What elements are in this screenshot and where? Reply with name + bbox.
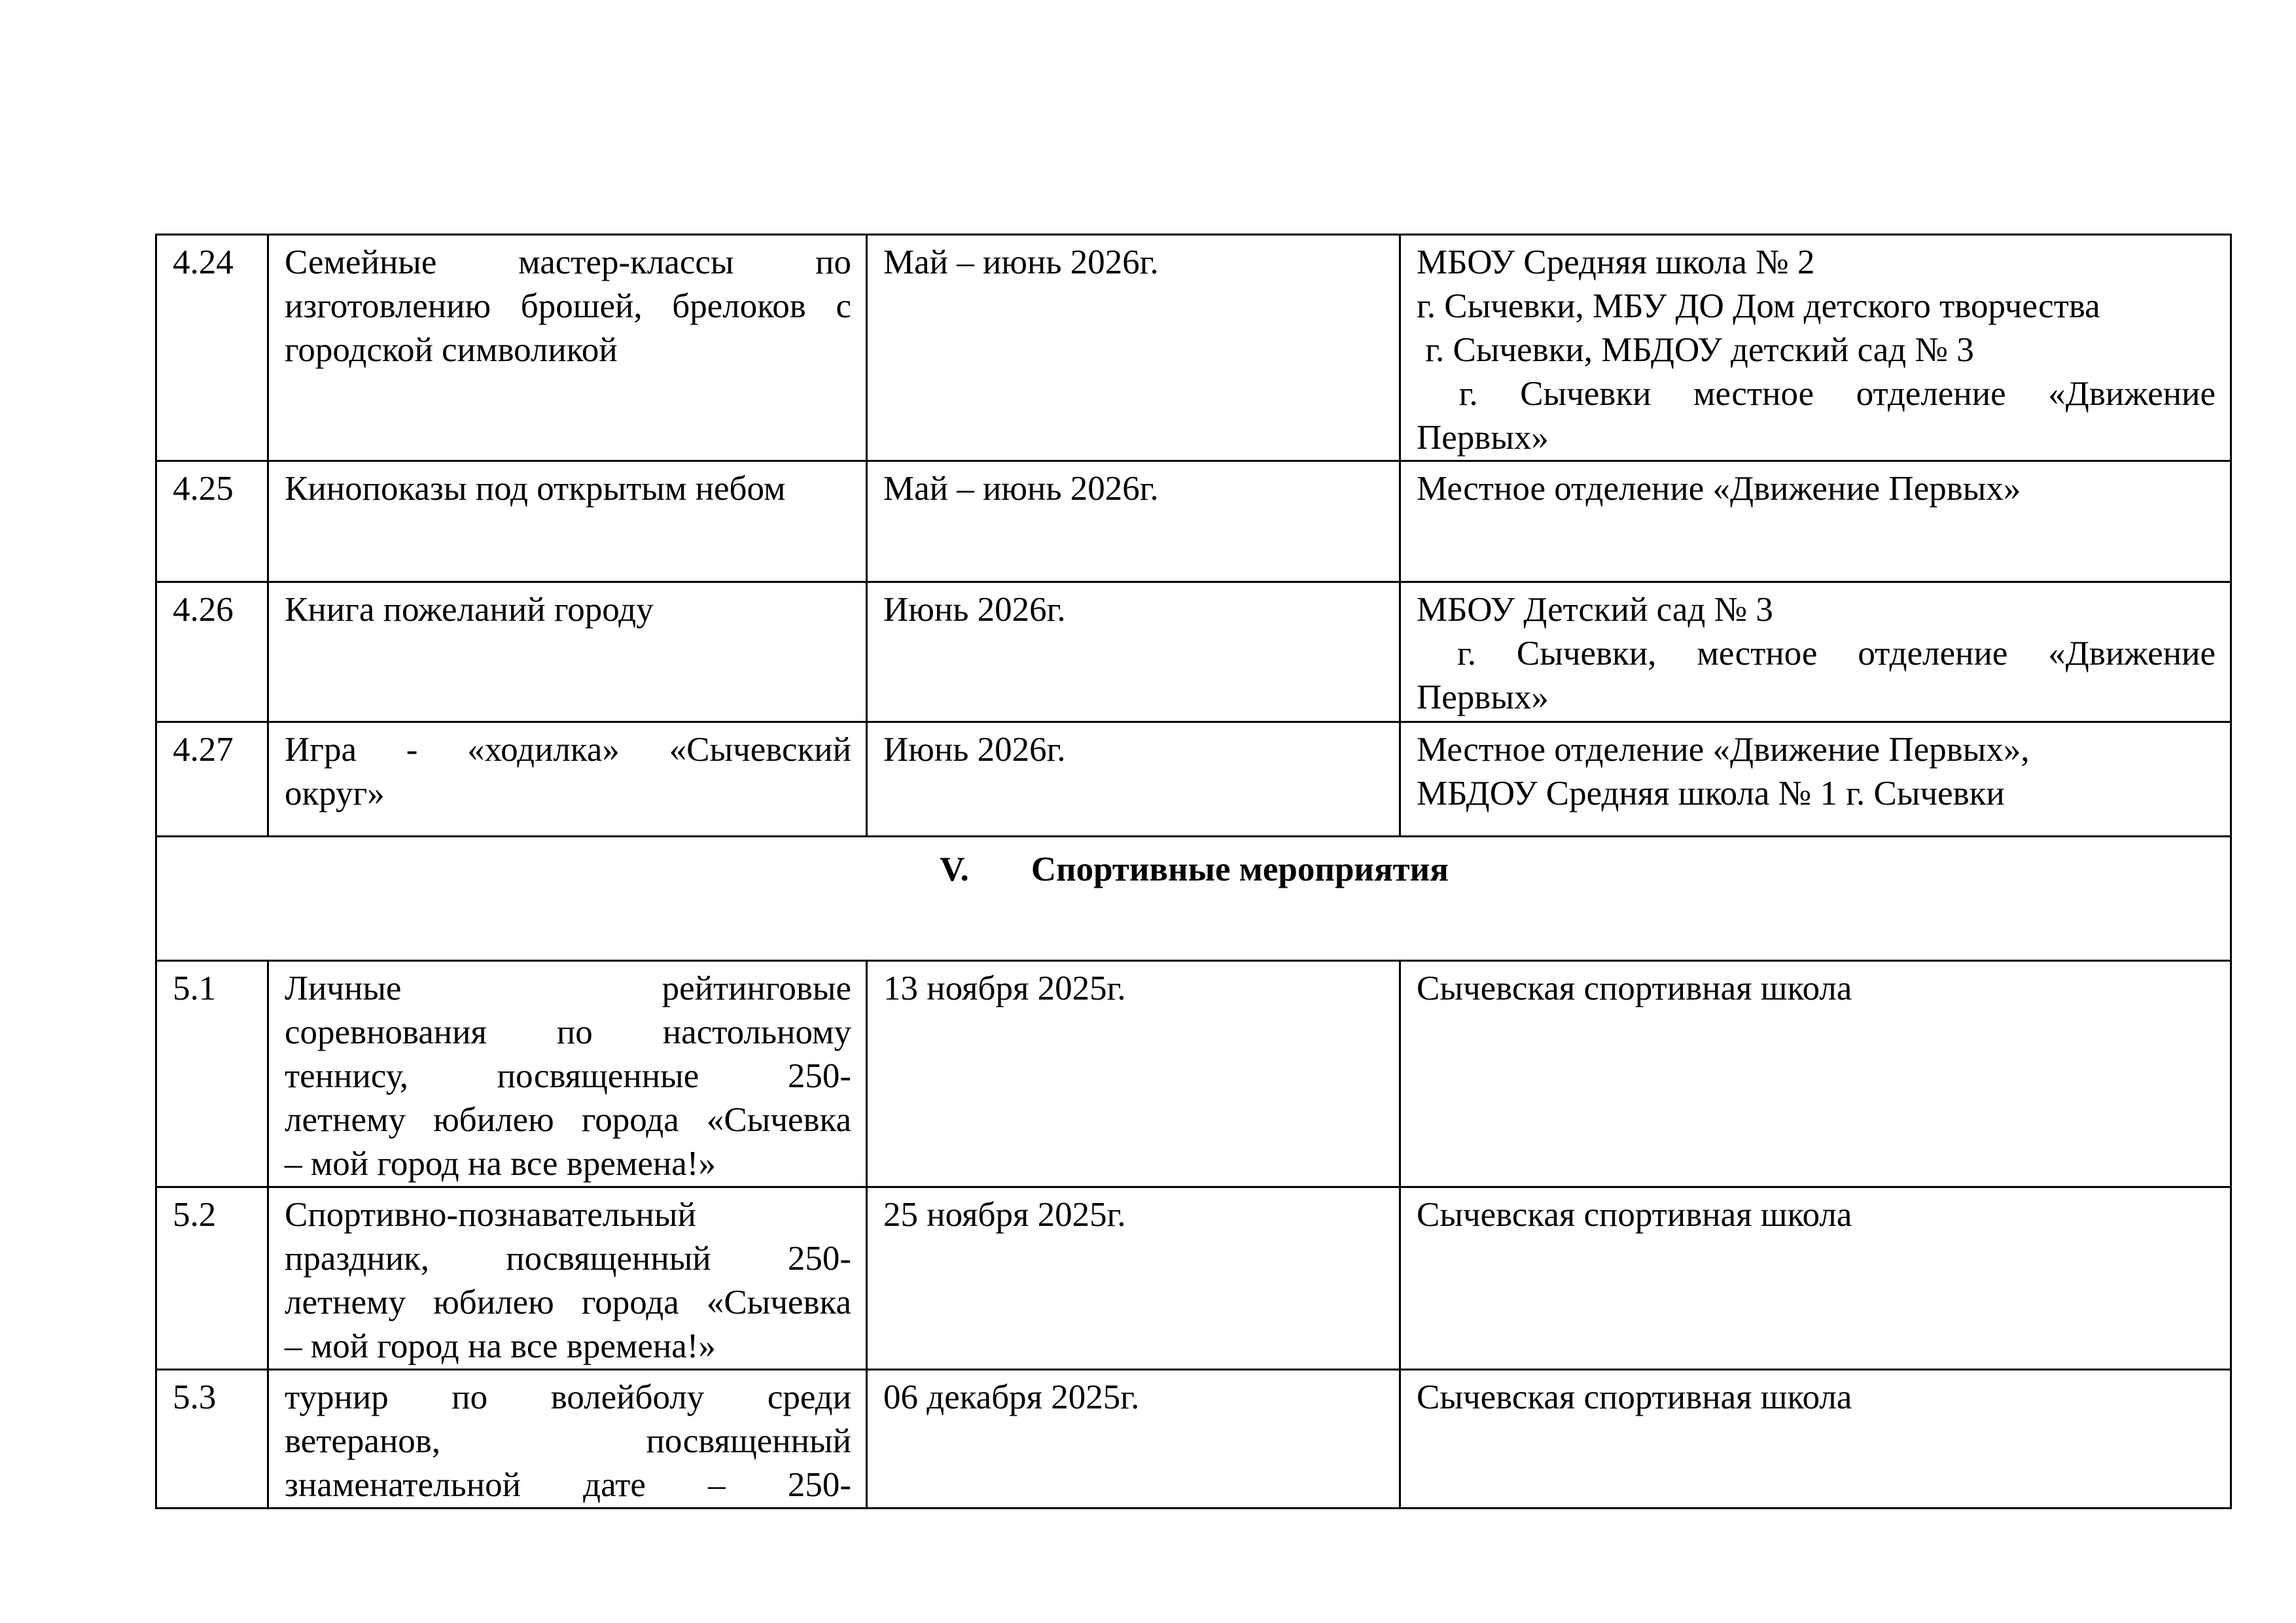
text-line: МБОУ Средняя школа № 2 [1417, 243, 1815, 281]
row-number: 5.3 [173, 1378, 217, 1416]
text-line: г. Сычевки местное отделение «Движение [1417, 375, 2216, 413]
text-line: городской символикой [285, 331, 618, 369]
cell-date: Июнь 2026г. [866, 581, 1401, 723]
text-line: МБДОУ Средняя школа № 1 г. Сычевки [1417, 775, 2005, 812]
section-row: V. Спортивные мероприятия [155, 835, 2232, 962]
cell-organization: Сычевская спортивная школа [1399, 1369, 2232, 1509]
cell-event: турнир по волейболу среди ветеранов, посв… [267, 1369, 868, 1509]
row-number: 4.25 [173, 470, 234, 508]
table-row: 5.2 Спортивно-познавательный праздник, пос… [155, 1186, 2232, 1370]
schedule-table-body: 4.24 Семейные мастер-классы по изготовлени… [155, 234, 2232, 1509]
text-line: Личные рейтинговые [285, 969, 851, 1007]
schedule-table: 4.24 Семейные мастер-классы по изготовлени… [155, 234, 2232, 1509]
cell-date: Июнь 2026г. [866, 721, 1401, 837]
text-line: летнему юбилею города «Сычевка [285, 1283, 851, 1321]
text-line: г. Сычевки, МБДОУ детский сад № 3 [1417, 331, 1974, 369]
cell-number: 4.26 [155, 581, 269, 723]
cell-organization: Местное отделение «Движение Первых», МБДО… [1399, 721, 2232, 837]
cell-organization: МБОУ Средняя школа № 2 г. Сычевки, МБУ ДО… [1399, 234, 2232, 462]
text-line: Книга пожеланий городу [285, 591, 654, 629]
text-line: Июнь 2026г. [883, 591, 1066, 629]
cell-organization: Сычевская спортивная школа [1399, 1186, 2232, 1370]
table-row: 4.26 Книга пожеланий городу Июнь 2026г. МБО… [155, 581, 2232, 723]
table-row: 5.3 турнир по волейболу среди ветеранов, п… [155, 1369, 2232, 1509]
section-cell: V. Спортивные мероприятия [155, 835, 2232, 962]
text-line: Первых» [1417, 419, 1549, 457]
text-line: Местное отделение «Движение Первых» [1417, 470, 2021, 508]
text-line: Местное отделение «Движение Первых», [1417, 731, 2030, 769]
text-line: – мой город на все времена!» [285, 1145, 716, 1183]
text-line: турнир по волейболу среди [285, 1378, 851, 1416]
section-title: Спортивные мероприятия [1031, 850, 1449, 888]
cell-date: 13 ноября 2025г. [866, 960, 1401, 1188]
cell-organization: МБОУ Детский сад № 3 г. Сычевки, местное… [1399, 581, 2232, 723]
row-number: 5.2 [173, 1196, 217, 1234]
text-line: летнему юбилею города «Сычевка [285, 1101, 851, 1139]
text-line: Май – июнь 2026г. [883, 243, 1159, 281]
table-row: 4.24 Семейные мастер-классы по изготовлени… [155, 234, 2232, 462]
cell-date: Май – июнь 2026г. [866, 234, 1401, 462]
text-line: ветеранов, посвященный [285, 1422, 851, 1460]
text-line: теннису, посвященные 250- [285, 1057, 851, 1095]
section-number: V. [940, 850, 969, 888]
text-line: 13 ноября 2025г. [883, 969, 1126, 1007]
text-line: знаменательной дате – 250- [285, 1466, 851, 1504]
cell-number: 4.27 [155, 721, 269, 837]
cell-organization: Сычевская спортивная школа [1399, 960, 2232, 1188]
cell-event: Личные рейтинговые соревнования по настол… [267, 960, 868, 1188]
text-line: Игра - «ходилка» «Сычевский [285, 731, 851, 769]
table-row: 4.27 Игра - «ходилка» «Сычевский округ» Июн… [155, 721, 2232, 837]
cell-date: 06 декабря 2025г. [866, 1369, 1401, 1509]
text-line: округ» [285, 775, 385, 812]
text-line: Май – июнь 2026г. [883, 470, 1159, 508]
section-heading: V. Спортивные мероприятия [173, 848, 2216, 892]
cell-event: Спортивно-познавательный праздник, посвящ… [267, 1186, 868, 1370]
text-line: г. Сычевки, МБУ ДО Дом детского творчест… [1417, 287, 2100, 325]
text-line: Первых» [1417, 678, 1549, 716]
cell-date: Май – июнь 2026г. [866, 460, 1401, 583]
cell-number: 4.24 [155, 234, 269, 462]
cell-event: Игра - «ходилка» «Сычевский округ» [267, 721, 868, 837]
text-line: 25 ноября 2025г. [883, 1196, 1126, 1234]
text-line: МБОУ Детский сад № 3 [1417, 591, 1773, 629]
text-line: изготовлению брошей, брелоков с [285, 287, 851, 325]
text-line: Спортивно-познавательный [285, 1196, 696, 1234]
text-line: Сычевская спортивная школа [1417, 1196, 1852, 1234]
text-line: Сычевская спортивная школа [1417, 969, 1852, 1007]
table-row: 4.25 Кинопоказы под открытым небом Май – и… [155, 460, 2232, 583]
cell-date: 25 ноября 2025г. [866, 1186, 1401, 1370]
text-line: Семейные мастер-классы по [285, 243, 851, 281]
cell-organization: Местное отделение «Движение Первых» [1399, 460, 2232, 583]
row-number: 4.27 [173, 731, 234, 769]
text-line: – мой город на все времена!» [285, 1327, 716, 1365]
text-line: Июнь 2026г. [883, 731, 1066, 769]
cell-event: Семейные мастер-классы по изготовлению бр… [267, 234, 868, 462]
cell-event: Книга пожеланий городу [267, 581, 868, 723]
text-line: Кинопоказы под открытым небом [285, 470, 786, 508]
row-number: 5.1 [173, 969, 217, 1007]
text-line: праздник, посвященный 250- [285, 1240, 851, 1278]
row-number: 4.26 [173, 591, 234, 629]
cell-number: 4.25 [155, 460, 269, 583]
text-line: 06 декабря 2025г. [883, 1378, 1140, 1416]
cell-number: 5.1 [155, 960, 269, 1188]
cell-number: 5.2 [155, 1186, 269, 1370]
text-line: Сычевская спортивная школа [1417, 1378, 1852, 1416]
row-number: 4.24 [173, 243, 234, 281]
cell-number: 5.3 [155, 1369, 269, 1509]
table-row: 5.1 Личные рейтинговые соревнования по нас… [155, 960, 2232, 1188]
text-line: г. Сычевки, местное отделение «Движение [1417, 635, 2216, 672]
cell-event: Кинопоказы под открытым небом [267, 460, 868, 583]
text-line: соревнования по настольному [285, 1013, 851, 1051]
